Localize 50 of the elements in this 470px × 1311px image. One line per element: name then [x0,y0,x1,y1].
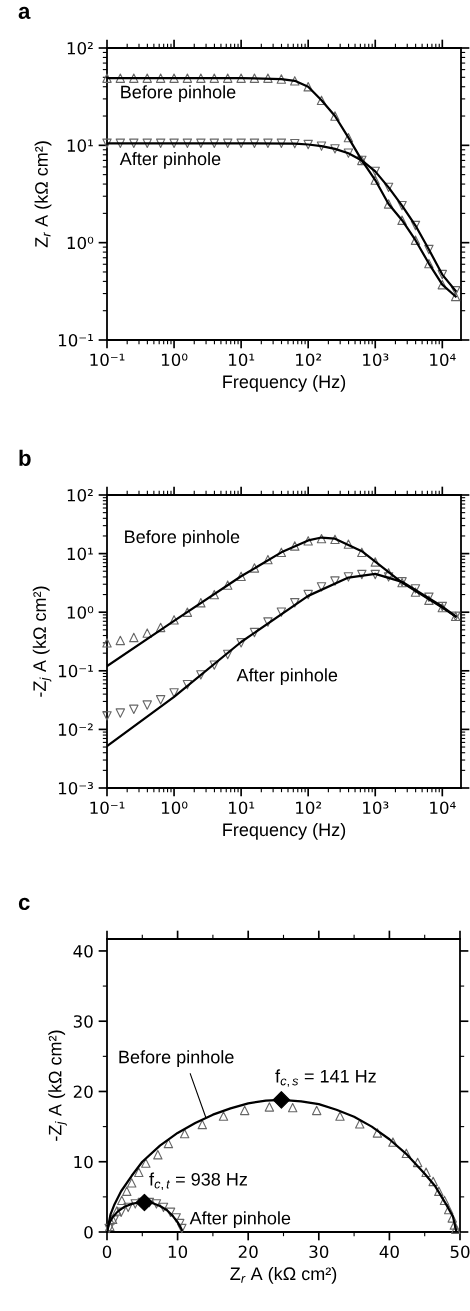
x-tick-label: 10² [296,801,322,815]
x-tick-label: 10³ [363,801,389,815]
y-tick-label: 20 [73,1085,93,1099]
x-tick-label: 10⁻¹ [90,801,125,815]
y-tick-label: 10⁰ [67,236,94,250]
y-tick-label: 30 [73,1015,93,1028]
y-tick-label: 10² [67,488,93,502]
x-tick-label: 10 [168,1245,188,1259]
y-tick-label: 10 [74,1155,93,1169]
chart-title: a [18,6,31,19]
x-axis-title: Frequency (Hz) [223,374,346,392]
y-tick-label: 10¹ [67,547,93,561]
y-tick-label: 10² [67,41,93,55]
y-tick-label: 10⁻¹ [58,664,93,678]
annotation: f$_{c,s}$ = 141 Hz [275,1069,376,1087]
x-tick-label: 10² [296,353,322,367]
y-tick-label: 10⁻³ [58,781,93,795]
x-tick-label: 10¹ [229,353,255,367]
y-tick-label: 10⁰ [67,606,94,619]
y-tick-label: 40 [73,944,93,958]
annotation: After pinhole [119,152,221,169]
annotation: Before pinhole [121,85,236,102]
x-tick-label: 30 [309,1245,329,1259]
y-axis-title: Z$_{r}$ A (kΩ cm²) [34,141,52,248]
x-tick-label: 50 [450,1245,470,1259]
annotation: After pinhole [189,1211,291,1229]
y-tick-label: 0 [84,1225,93,1239]
x-tick-label: 10⁴ [430,801,456,815]
y-axis-title: -Z$_{j}$ A (kΩ cm²) [48,1030,67,1141]
annotation: After pinhole [236,668,338,686]
x-tick-label: 10⁰ [161,353,188,367]
x-tick-label: 10³ [363,353,389,367]
annotation: Before pinhole [119,1050,234,1067]
x-tick-label: 10⁻¹ [90,353,125,367]
y-tick-label: 10⁻¹ [58,333,93,347]
chart-title: c [18,897,30,910]
x-tick-label: 10¹ [229,801,255,815]
y-axis-title: -Z$_{j}$ A (kΩ cm²) [32,586,52,697]
x-tick-label: 10⁴ [430,353,456,367]
x-tick-label: 10⁰ [161,801,188,815]
annotation: f$_{c,t}$ = 938 Hz [149,1172,247,1191]
x-tick-label: 20 [238,1245,258,1259]
x-axis-title: Frequency (Hz) [223,822,346,840]
chart-title: b [19,449,31,466]
annotation: Before pinhole [125,529,240,547]
x-axis-title: Z$_{r}$ A (kΩ cm²) [230,1266,337,1284]
x-tick-label: 40 [379,1245,399,1259]
x-tick-label: 0 [102,1245,112,1259]
y-tick-label: 10⁻² [58,723,93,736]
y-tick-label: 10¹ [67,139,93,152]
